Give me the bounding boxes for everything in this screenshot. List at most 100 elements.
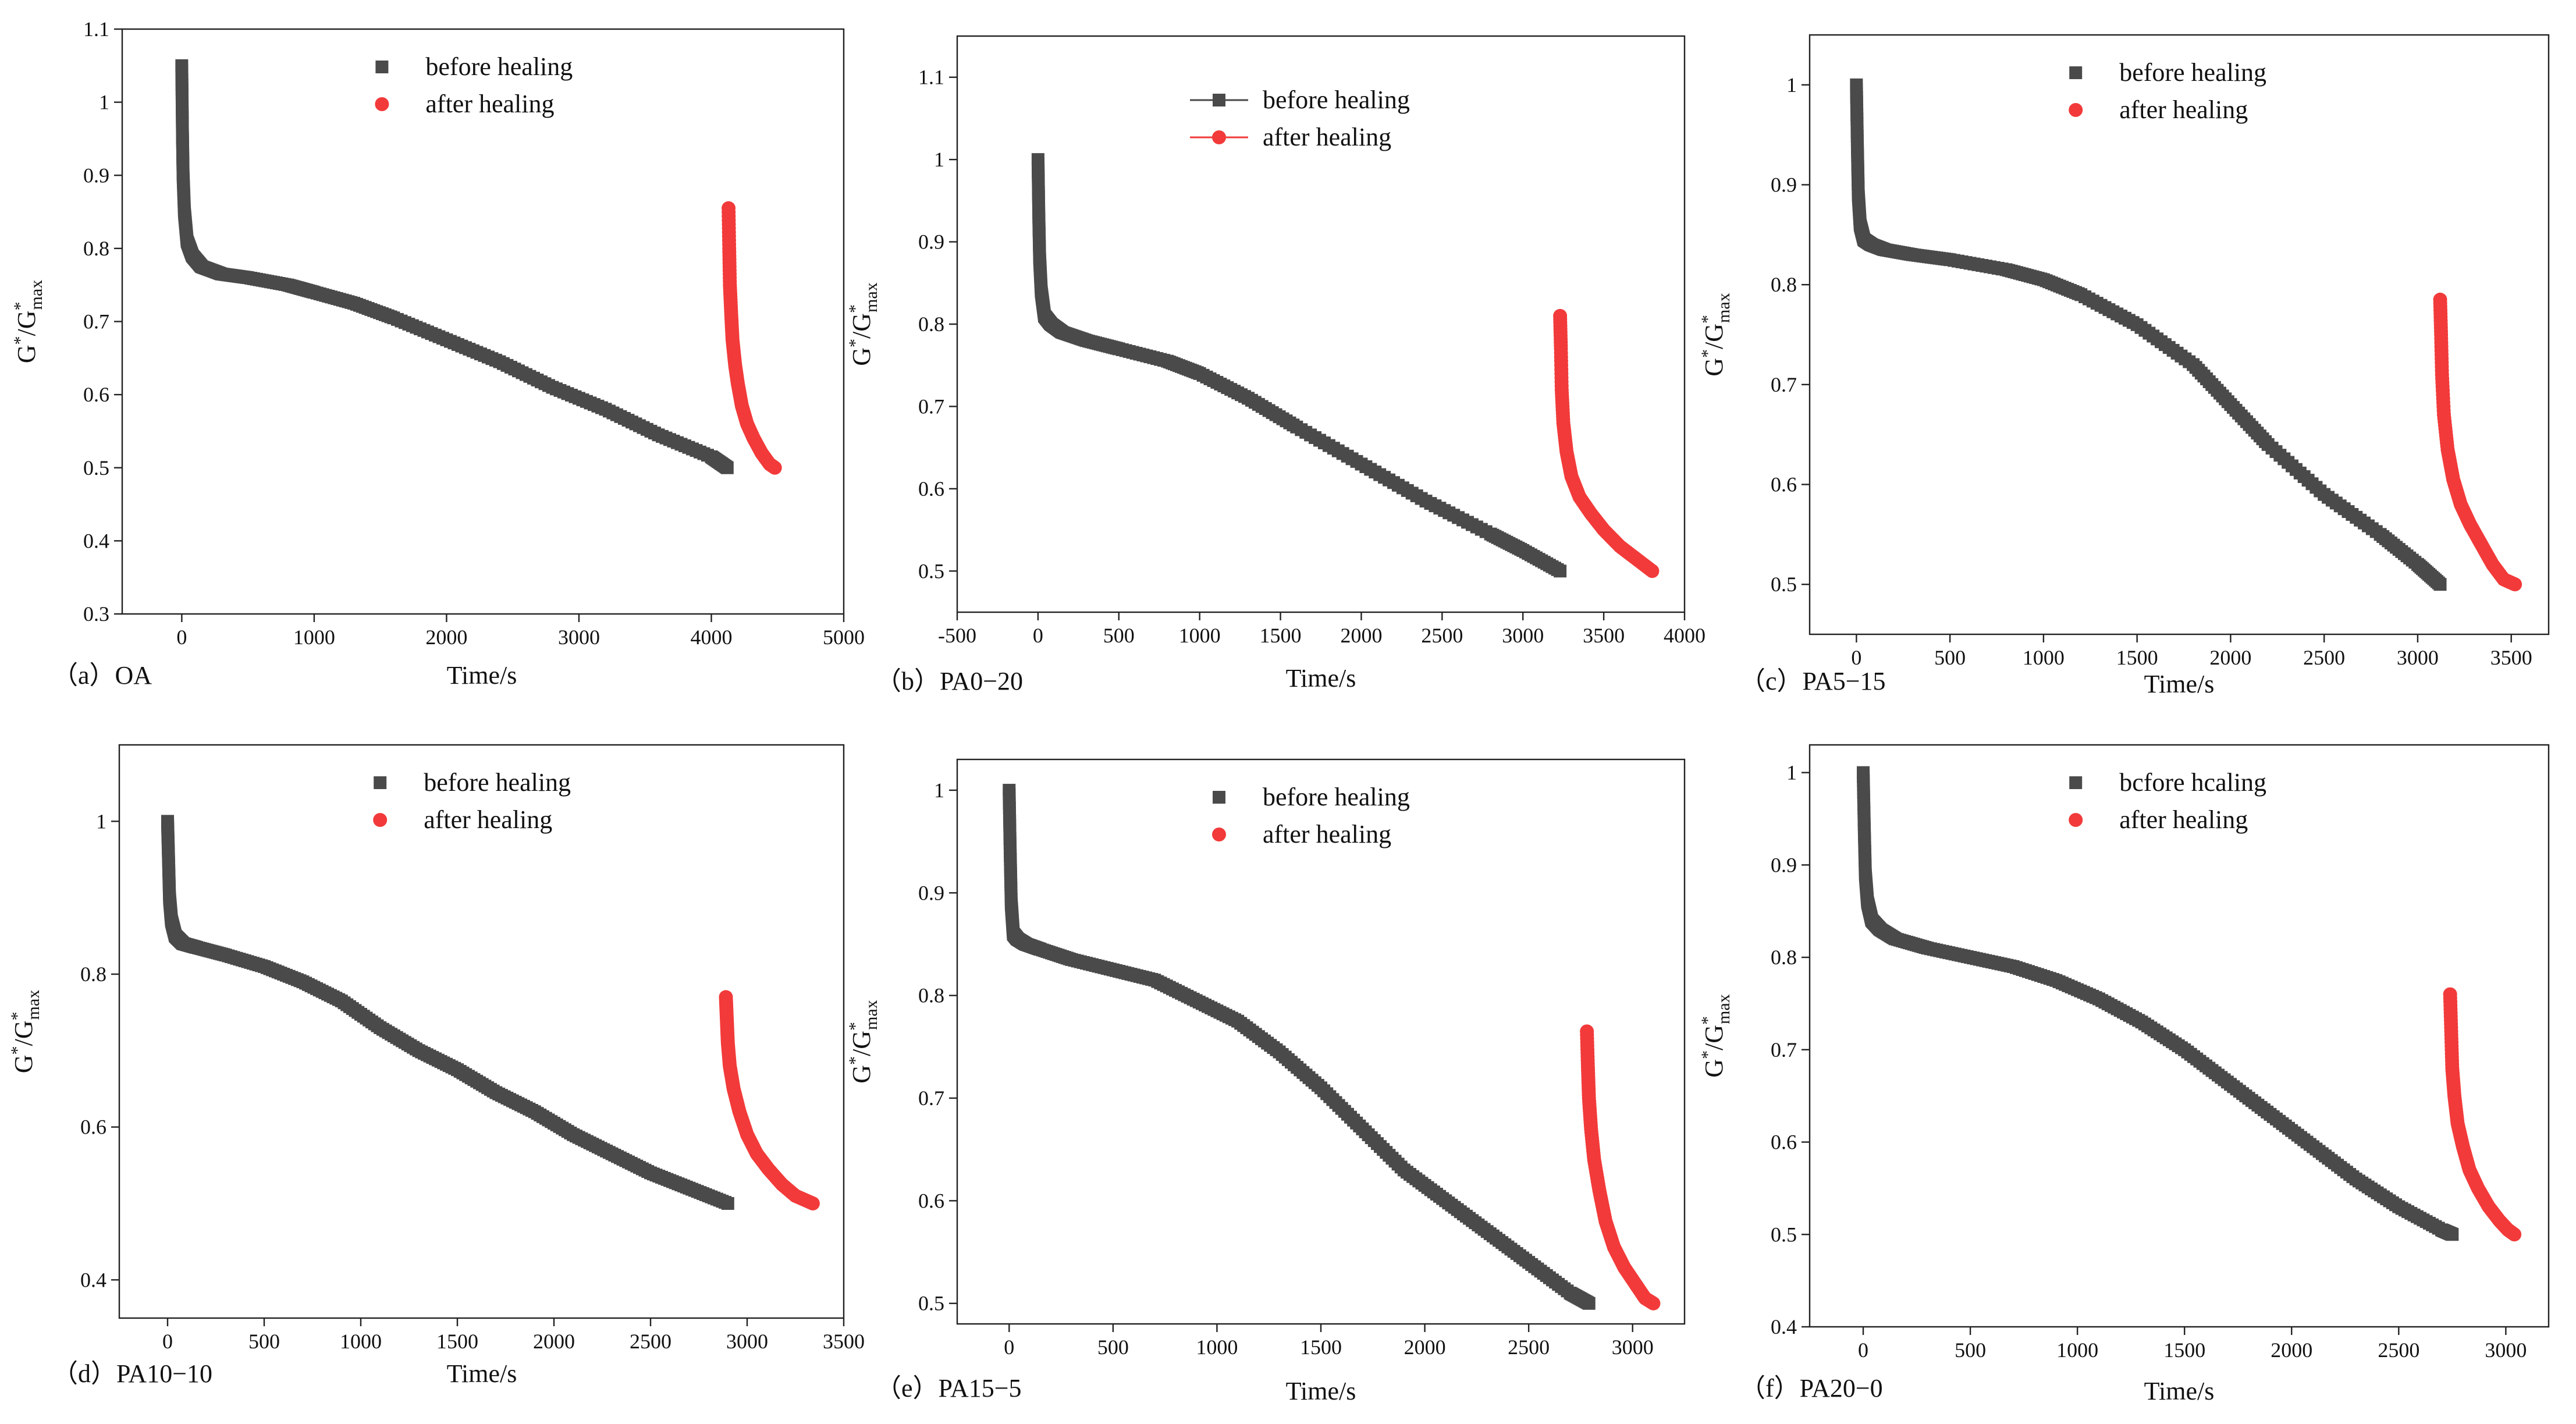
series-before-healing xyxy=(161,815,734,1210)
x-tick-label: 0 xyxy=(162,1330,173,1353)
x-tick-label: 0 xyxy=(176,626,187,649)
x-tick-label: 0 xyxy=(1004,1336,1014,1359)
data-point-before xyxy=(1554,564,1567,578)
legend-label: after healing xyxy=(1263,820,1391,848)
y-tick-label: 0.6 xyxy=(1771,473,1797,496)
y-tick-label: 0.8 xyxy=(1771,273,1797,296)
legend-label: after healing xyxy=(2119,805,2248,834)
y-tick-label: 0.7 xyxy=(83,310,109,333)
x-tick-label: 1000 xyxy=(293,626,335,649)
x-tick-label: 2500 xyxy=(1508,1336,1550,1359)
data-point-after xyxy=(1645,564,1660,578)
legend-entry-before-healing: before healing xyxy=(375,52,573,81)
legend-label: after healing xyxy=(424,805,552,834)
x-tick-label: 1500 xyxy=(2116,646,2158,669)
plot-frame xyxy=(118,744,845,1319)
series-after-healing xyxy=(722,201,782,475)
data-point-after xyxy=(2508,577,2522,592)
panel-caption: （e）PA15−5 xyxy=(876,1374,1022,1402)
panel-caption: （a）OA xyxy=(52,661,152,690)
x-tick-label: 1000 xyxy=(340,1330,382,1353)
legend-marker-before xyxy=(2069,776,2083,789)
panel-caption: （f）PA20−0 xyxy=(1740,1374,1883,1402)
x-tick-label: 1500 xyxy=(2163,1338,2205,1362)
data-point-after xyxy=(768,460,782,475)
legend-label: after healing xyxy=(1263,123,1391,151)
legend-entry-after-healing: after healing xyxy=(373,805,552,834)
y-tick-label: 1 xyxy=(1786,73,1797,97)
y-tick-label: 0.9 xyxy=(1771,853,1797,876)
y-axis-title: G*/G*max xyxy=(8,990,43,1073)
x-tick-label: 2000 xyxy=(425,626,467,649)
y-axis-title: G*/G*max xyxy=(845,282,881,365)
plot-frame xyxy=(1808,34,2550,635)
series-before-healing xyxy=(1857,766,2459,1241)
y-tick-label: 0.7 xyxy=(1771,1038,1797,1061)
x-tick-label: 3000 xyxy=(1502,624,1544,647)
y-tick-label: 1 xyxy=(934,779,944,802)
x-tick-label: 1000 xyxy=(1196,1336,1238,1359)
x-axis-title: Time/s xyxy=(2144,670,2215,698)
legend-entry-before-healing: before healing xyxy=(2069,58,2266,87)
legend-label: bcfore hcaling xyxy=(2119,768,2266,797)
data-point-before xyxy=(720,461,734,474)
x-tick-label: 3500 xyxy=(2490,646,2532,669)
chart-panel-f: 0 500 1000 1500 2000 2500 3000 0.4 0.5 0.6 0.7 0.8 0… xyxy=(1698,744,2550,1405)
y-tick-label: 1 xyxy=(934,148,944,171)
x-tick-label: 0 xyxy=(1033,624,1043,647)
y-tick-label: 0.8 xyxy=(1771,946,1797,969)
legend-marker-before xyxy=(1213,791,1225,804)
x-tick-label: 3000 xyxy=(558,626,600,649)
x-tick-label: 4000 xyxy=(690,626,732,649)
x-tick-label: 0 xyxy=(1858,1338,1868,1362)
x-tick-label: 3000 xyxy=(726,1330,768,1353)
legend-marker-after xyxy=(1212,130,1226,144)
y-tick-label: 0.5 xyxy=(83,456,109,480)
y-tick-label: 1.1 xyxy=(83,17,109,41)
plot-frame xyxy=(1808,744,2550,1328)
x-tick-label: 2000 xyxy=(1404,1336,1446,1359)
x-tick-label: 4000 xyxy=(1664,624,1706,647)
y-tick-label: 0.8 xyxy=(918,984,944,1007)
x-tick-label: 2500 xyxy=(630,1330,671,1353)
data-point-after xyxy=(2507,1227,2522,1242)
series-after-healing xyxy=(2443,987,2522,1242)
legend-entry-before-healing: before healing xyxy=(374,768,571,797)
y-tick-label: 0.8 xyxy=(83,237,109,260)
y-tick-label: 0.9 xyxy=(1771,173,1797,197)
x-tick-label: 5000 xyxy=(823,626,865,649)
legend-entry-after-healing: after healing xyxy=(2069,805,2248,834)
y-tick-label: 1 xyxy=(99,91,109,114)
x-tick-label: 2500 xyxy=(2378,1338,2419,1362)
x-tick-label: 500 xyxy=(1097,1336,1129,1359)
chart-panel-a: 0 1000 2000 3000 4000 5000 0.3 0.4 0.5 0.6 0.7 0.8 0… xyxy=(10,17,865,690)
y-tick-label: 0.8 xyxy=(80,963,106,986)
x-axis-title: Time/s xyxy=(447,661,517,690)
y-tick-label: 0.8 xyxy=(918,313,944,336)
legend-entry-after-healing: after healing xyxy=(1190,123,1391,151)
legend-label: before healing xyxy=(1263,783,1410,811)
legend-entry-before-healing: bcfore hcaling xyxy=(2069,768,2266,797)
x-tick-label: 500 xyxy=(248,1330,280,1353)
data-point-before xyxy=(1582,1297,1596,1310)
legend-marker-before xyxy=(2069,66,2083,79)
x-tick-label: 2500 xyxy=(2303,646,2345,669)
y-tick-label: 1 xyxy=(96,809,106,833)
series-after-healing xyxy=(1580,1024,1661,1311)
legend-entry-before-healing: before healing xyxy=(1190,86,1410,114)
x-tick-label: 1000 xyxy=(1179,624,1221,647)
y-axis-title: G*/G*max xyxy=(10,280,46,363)
x-tick-label: 1500 xyxy=(1260,624,1302,647)
data-point-after xyxy=(1646,1296,1661,1311)
x-axis-title: Time/s xyxy=(1286,664,1356,693)
legend-marker-after xyxy=(375,97,389,111)
legend-marker-before xyxy=(375,61,389,73)
legend-label: after healing xyxy=(2119,95,2248,124)
x-tick-label: 0 xyxy=(1851,646,1861,669)
y-tick-label: 0.7 xyxy=(918,1086,944,1110)
data-point-before xyxy=(2446,1228,2459,1241)
x-tick-label: 2000 xyxy=(2209,646,2251,669)
x-tick-label: 1500 xyxy=(1300,1336,1342,1359)
series-before-healing xyxy=(175,59,734,474)
